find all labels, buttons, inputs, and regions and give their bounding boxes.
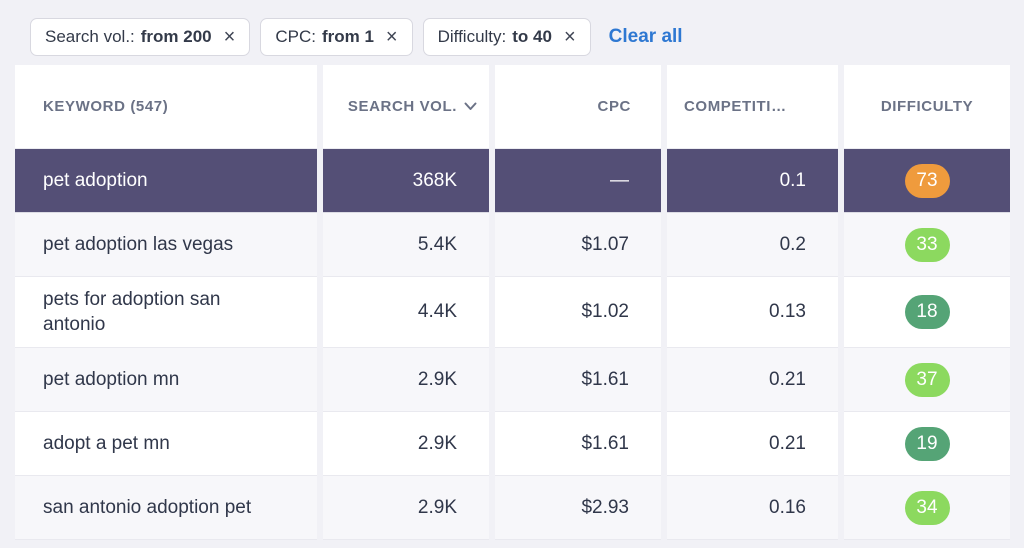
difficulty-badge: 19 xyxy=(904,426,950,461)
difficulty-badge: 34 xyxy=(904,490,950,525)
column-header-difficulty[interactable]: DIFFICULTY xyxy=(844,65,1010,149)
cpc-header-label: CPC xyxy=(597,98,631,115)
cell-competition: 0.1 xyxy=(667,149,838,213)
cell-search-vol: 2.9K xyxy=(323,412,489,477)
keyword-count: (547) xyxy=(130,98,169,115)
filter-bar: Search vol.: from 200 × CPC: from 1 × Di… xyxy=(30,18,683,56)
cell-difficulty: 33 xyxy=(844,213,1010,277)
clear-all-link[interactable]: Clear all xyxy=(608,26,683,47)
cell-keyword: pet adoption xyxy=(15,149,317,213)
column-header-cpc[interactable]: CPC xyxy=(495,65,661,149)
difficulty-header-label: DIFFICULTY xyxy=(880,98,974,115)
cell-keyword: pet adoption las vegas xyxy=(15,213,317,277)
cell-search-vol: 4.4K xyxy=(323,277,489,349)
table-row[interactable]: pet adoption las vegas 5.4K $1.07 0.2 33 xyxy=(15,213,1010,277)
cell-cpc: $2.93 xyxy=(495,476,661,541)
table-row[interactable]: san antonio adoption pet 2.9K $2.93 0.16… xyxy=(15,476,1010,541)
cell-cpc: $1.07 xyxy=(495,213,661,277)
cell-keyword: san antonio adoption pet xyxy=(15,476,317,541)
table-body: pet adoption 368K — 0.1 73 pet adoption … xyxy=(15,149,1010,541)
cell-difficulty: 34 xyxy=(844,476,1010,541)
keyword-header-label: KEYWORD xyxy=(43,98,126,115)
chip-close-icon[interactable]: × xyxy=(563,26,576,48)
table-header-row: KEYWORD (547) SEARCH VOL. CPC COMPETITI…… xyxy=(15,65,1010,149)
cell-competition: 0.2 xyxy=(667,213,838,277)
column-header-keyword: KEYWORD (547) xyxy=(15,65,317,149)
cell-difficulty: 18 xyxy=(844,277,1010,349)
cell-competition: 0.13 xyxy=(667,277,838,349)
cell-difficulty: 19 xyxy=(844,412,1010,477)
cell-competition: 0.21 xyxy=(667,412,838,477)
filter-chip-value: from 200 xyxy=(140,27,212,46)
difficulty-badge: 18 xyxy=(904,295,950,330)
table-row[interactable]: pet adoption 368K — 0.1 73 xyxy=(15,149,1010,213)
cell-search-vol: 368K xyxy=(323,149,489,213)
filter-chip-value: from 1 xyxy=(321,27,374,46)
difficulty-badge: 33 xyxy=(904,227,950,262)
column-header-competition[interactable]: COMPETITI… xyxy=(667,65,838,149)
filter-chip-label: CPC: xyxy=(275,27,316,46)
cell-cpc: $1.61 xyxy=(495,412,661,477)
cell-difficulty: 73 xyxy=(844,149,1010,213)
chip-close-icon[interactable]: × xyxy=(385,26,398,48)
cell-difficulty: 37 xyxy=(844,348,1010,413)
competition-header-label: COMPETITI… xyxy=(684,98,787,115)
cell-search-vol: 2.9K xyxy=(323,348,489,413)
cell-keyword: adopt a pet mn xyxy=(15,412,317,477)
cell-cpc: $1.02 xyxy=(495,277,661,349)
difficulty-badge: 73 xyxy=(904,163,950,198)
cell-keyword: pet adoption mn xyxy=(15,348,317,413)
table-row[interactable]: adopt a pet mn 2.9K $1.61 0.21 19 xyxy=(15,412,1010,477)
filter-chip[interactable]: Difficulty: to 40 × xyxy=(422,18,591,56)
chip-close-icon[interactable]: × xyxy=(223,26,236,48)
table-row[interactable]: pets for adoption san antonio 4.4K $1.02… xyxy=(15,277,1010,349)
cell-search-vol: 5.4K xyxy=(323,213,489,277)
cell-competition: 0.16 xyxy=(667,476,838,541)
filter-chip-value: to 40 xyxy=(512,27,552,46)
cell-keyword: pets for adoption san antonio xyxy=(15,277,317,349)
table-row[interactable]: pet adoption mn 2.9K $1.61 0.21 37 xyxy=(15,348,1010,413)
filter-chip-label: Difficulty: xyxy=(437,27,507,46)
chevron-down-icon xyxy=(464,102,477,111)
cell-cpc: — xyxy=(495,149,661,213)
cell-competition: 0.21 xyxy=(667,348,838,413)
difficulty-badge: 37 xyxy=(904,362,950,397)
cell-search-vol: 2.9K xyxy=(323,476,489,541)
search-vol-header-label: SEARCH VOL. xyxy=(347,98,457,115)
cell-cpc: $1.61 xyxy=(495,348,661,413)
filter-chip[interactable]: Search vol.: from 200 × xyxy=(30,18,251,56)
column-header-search-vol[interactable]: SEARCH VOL. xyxy=(323,65,489,149)
filter-chip[interactable]: CPC: from 1 × xyxy=(260,18,413,56)
keywords-table: KEYWORD (547) SEARCH VOL. CPC COMPETITI…… xyxy=(15,65,1010,541)
filter-chip-label: Search vol.: xyxy=(45,27,135,46)
